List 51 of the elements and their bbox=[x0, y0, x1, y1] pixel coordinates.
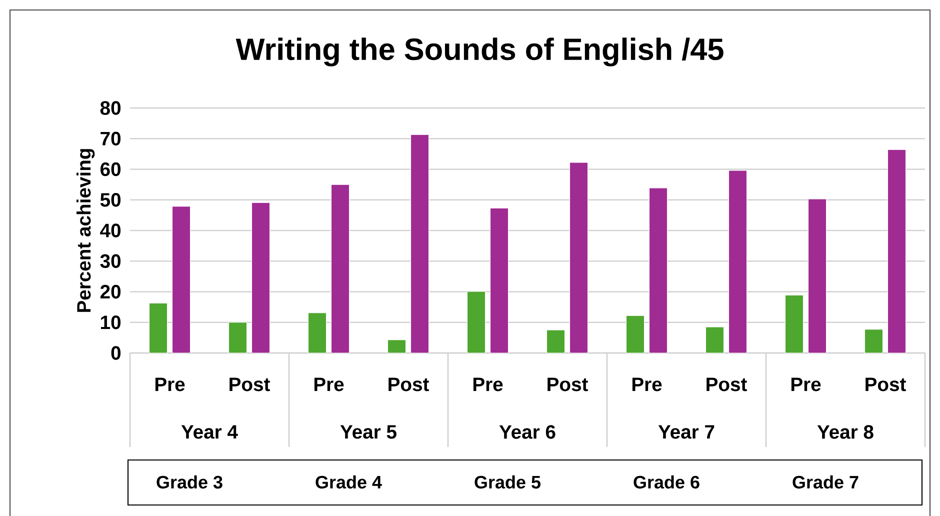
x-tick-label: Pre bbox=[632, 378, 662, 392]
text: Year 7 bbox=[658, 425, 714, 439]
y-tick-label: 0 bbox=[111, 346, 121, 360]
y-tick-label: 20 bbox=[100, 284, 121, 299]
x-tick-label: Pre bbox=[155, 378, 185, 392]
text: Grade 7 bbox=[792, 475, 858, 489]
text: Year 5 bbox=[340, 425, 396, 439]
chart-title: Writing the Sounds of English /45 bbox=[236, 38, 724, 66]
text: Grade 5 bbox=[474, 475, 541, 489]
bar bbox=[546, 330, 566, 354]
bar bbox=[251, 202, 270, 354]
x-tick-label: Post bbox=[866, 378, 906, 392]
text: Year 4 bbox=[181, 425, 238, 439]
bar bbox=[648, 188, 668, 354]
bar bbox=[808, 198, 827, 354]
bar bbox=[330, 184, 350, 354]
y-tick-label: 50 bbox=[100, 193, 121, 207]
bar bbox=[466, 291, 486, 354]
text: Grade 3 bbox=[156, 475, 222, 489]
bar bbox=[569, 162, 588, 354]
y-tick-label: 10 bbox=[101, 316, 121, 330]
y-axis-title: Percent achieving bbox=[76, 149, 95, 312]
y-tick-label: 60 bbox=[100, 162, 121, 176]
bar bbox=[705, 326, 724, 354]
bar bbox=[228, 322, 248, 354]
x-tick-label: Post bbox=[706, 378, 747, 392]
text: Grade 6 bbox=[634, 475, 700, 489]
bar bbox=[172, 206, 191, 354]
text: Year 6 bbox=[499, 425, 556, 439]
x-tick-label: Pre bbox=[473, 378, 503, 392]
bar bbox=[410, 134, 430, 354]
y-tick-label: 80 bbox=[100, 101, 121, 115]
y-tick-label: 70 bbox=[100, 132, 121, 146]
bar bbox=[864, 329, 884, 354]
bar bbox=[490, 208, 509, 354]
text: Year 8 bbox=[817, 425, 874, 439]
x-tick-label: Pre bbox=[791, 378, 821, 392]
y-tick-label: 30 bbox=[100, 254, 121, 268]
y-tick-label: 40 bbox=[100, 224, 121, 238]
x-tick-label: Post bbox=[230, 378, 270, 392]
bar bbox=[626, 315, 645, 354]
bar bbox=[784, 294, 804, 354]
x-tick-label: Post bbox=[388, 378, 429, 392]
x-tick-label: Post bbox=[548, 378, 588, 392]
x-tick-label: Pre bbox=[314, 378, 344, 392]
text: Grade 4 bbox=[316, 475, 382, 489]
bar bbox=[148, 302, 168, 354]
bar bbox=[308, 312, 327, 354]
bar bbox=[387, 340, 406, 354]
bar bbox=[728, 170, 748, 354]
bar bbox=[887, 149, 906, 354]
